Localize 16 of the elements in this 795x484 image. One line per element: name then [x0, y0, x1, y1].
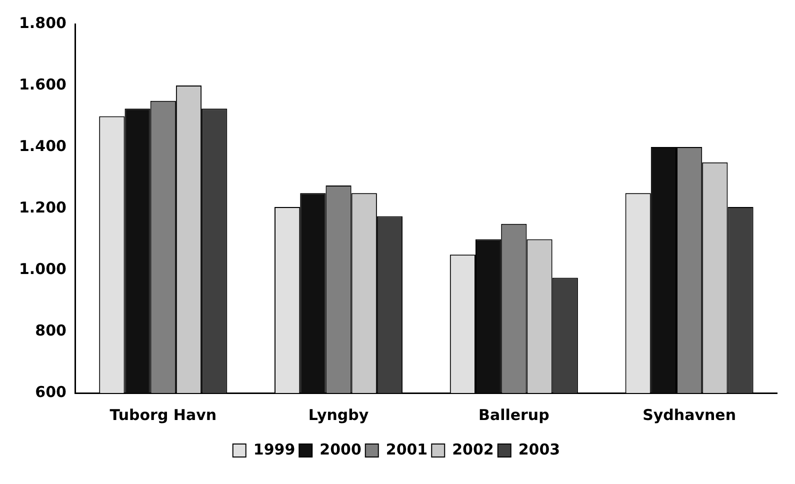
y-tick-label: 1.000 [18, 260, 66, 278]
legend-label: 2003 [518, 440, 560, 458]
y-tick-label: 1.800 [18, 14, 66, 32]
y-tick-label: 1.400 [18, 136, 66, 155]
y-tick-label: 1.200 [18, 198, 66, 216]
legend-label: 2002 [452, 440, 494, 458]
x-tick-label: Ballerup [478, 406, 550, 424]
y-tick-label: 1.600 [18, 75, 66, 94]
x-tick-label: Lyngby [308, 406, 369, 424]
y-tick-label: 600 [35, 382, 66, 401]
legend-label: 2000 [320, 440, 362, 458]
legend-label: 2001 [386, 440, 428, 458]
y-tick-label: 800 [35, 321, 66, 340]
x-tick-label: Sydhavnen [642, 406, 736, 424]
x-tick-label: Tuborg Havn [110, 406, 217, 424]
legend-label: 1999 [253, 440, 296, 458]
